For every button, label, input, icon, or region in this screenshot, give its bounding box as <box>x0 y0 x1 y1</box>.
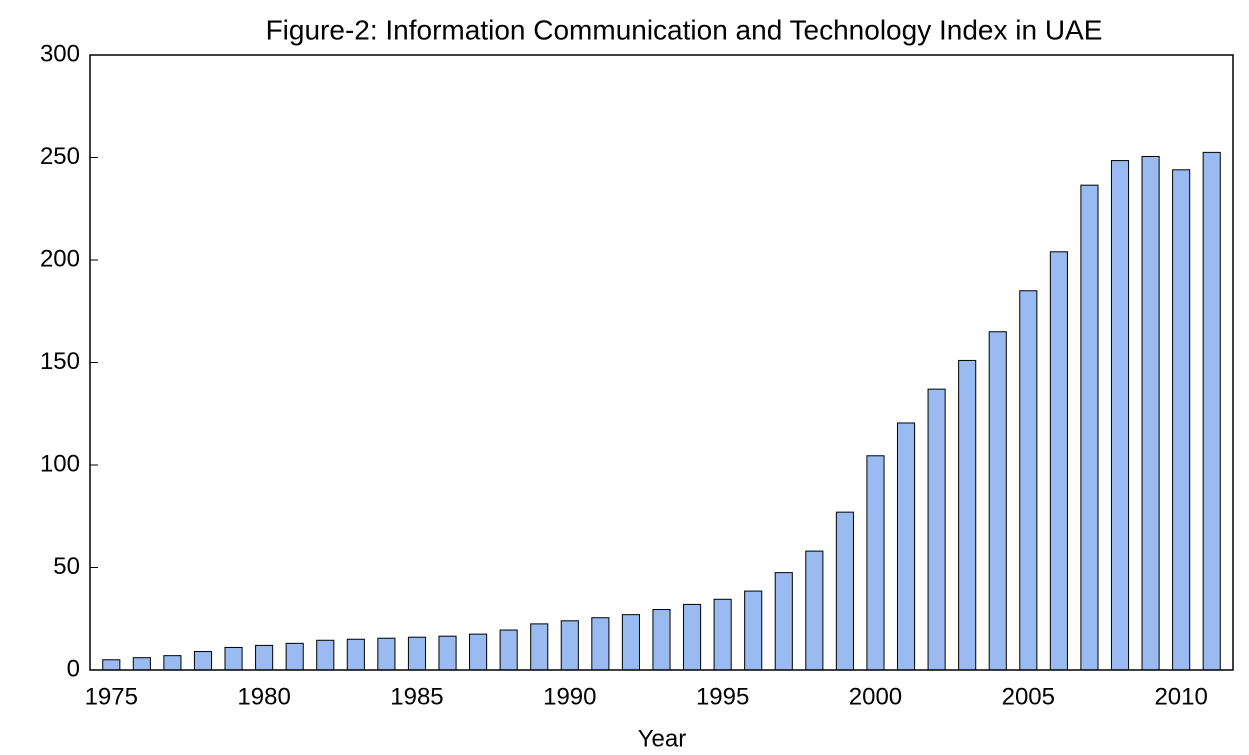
bar <box>163 655 182 671</box>
bar <box>377 637 396 671</box>
x-axis-label: Year <box>638 725 687 752</box>
bar <box>774 572 793 671</box>
bar <box>591 617 610 671</box>
bar <box>958 359 977 671</box>
y-tick-label: 150 <box>40 348 80 375</box>
bar <box>316 639 335 671</box>
plot-frame <box>89 54 1234 671</box>
bar <box>224 646 243 671</box>
x-tick-label: 1975 <box>85 683 138 710</box>
bar <box>744 590 763 671</box>
bar <box>438 635 457 671</box>
bar <box>193 651 213 671</box>
y-tick-label: 100 <box>40 450 80 477</box>
bar <box>1019 290 1038 671</box>
bar <box>530 623 549 671</box>
x-tick-label: 1985 <box>390 683 443 710</box>
x-tick-label: 1980 <box>237 683 290 710</box>
x-tick-label: 1995 <box>696 683 749 710</box>
bar <box>1141 155 1160 671</box>
x-tick-label: 1990 <box>543 683 596 710</box>
bar <box>346 638 365 671</box>
bar <box>1049 251 1068 671</box>
x-tick-label: 2000 <box>849 683 902 710</box>
bar <box>835 511 854 671</box>
bar <box>988 331 1007 671</box>
bar <box>866 455 885 671</box>
bar <box>927 388 946 671</box>
bar <box>1110 160 1130 671</box>
bar <box>621 614 640 671</box>
bar <box>407 636 427 671</box>
bar <box>713 598 732 671</box>
bar <box>652 609 671 671</box>
bar <box>469 633 488 671</box>
y-tick-label: 250 <box>40 143 80 170</box>
bar <box>683 603 702 671</box>
chart-title: Figure-2: Information Communication and … <box>266 14 1103 45</box>
y-tick-label: 50 <box>53 553 80 580</box>
bar <box>132 657 151 671</box>
bar <box>1202 151 1221 671</box>
bar <box>560 620 579 671</box>
x-tick-label: 2010 <box>1154 683 1207 710</box>
y-tick-label: 300 <box>40 40 80 67</box>
bar <box>1172 169 1191 671</box>
bar <box>805 550 824 671</box>
y-tick-label: 200 <box>40 245 80 272</box>
x-tick-label: 2005 <box>1002 683 1055 710</box>
bar <box>285 642 304 671</box>
bar <box>896 422 916 671</box>
bar <box>102 659 121 671</box>
bar <box>1080 184 1099 671</box>
bar <box>499 629 518 671</box>
bar <box>255 644 274 671</box>
y-tick-label: 0 <box>67 655 80 682</box>
